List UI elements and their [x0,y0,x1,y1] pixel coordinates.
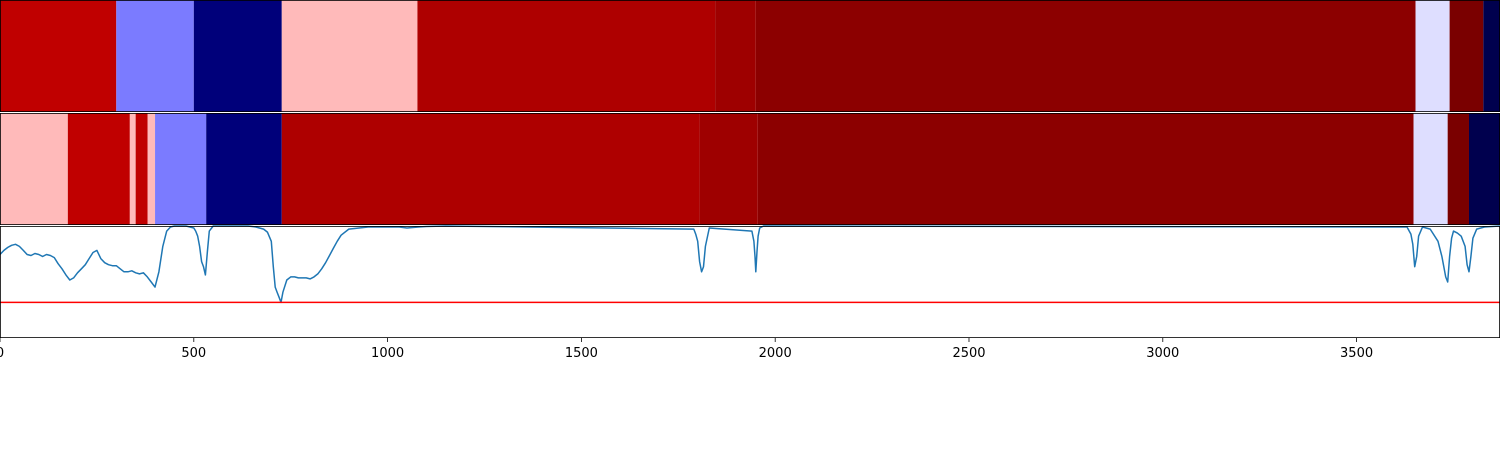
line-plot-panel [0,225,1500,338]
x-tick-label: 1500 [565,346,598,361]
x-tick-label: 2500 [952,346,985,361]
x-tick-label: 2000 [759,346,792,361]
heatmap-segment [1415,0,1450,112]
line-series-group [0,225,1500,304]
heatmap-segment [0,113,68,225]
heatmap-segment [0,0,117,112]
heatmap-segment [1468,113,1500,225]
heatmap-segment [67,113,130,225]
heatmap-segment [417,0,716,112]
heatmap-segment [147,113,156,225]
heatmap-segment [1413,113,1448,225]
signal-line [0,225,1500,304]
x-tick-label: 3500 [1340,346,1373,361]
heatmap-segment [129,113,136,225]
heatmap-segment [206,113,282,225]
heatmap-segment [715,0,756,112]
heatmap-segment [1449,0,1484,112]
heatmap-segment [1447,113,1469,225]
heatmap-segment [193,0,282,112]
x-axis: 0 500 1000 1500 2000 2500 3000 3500 [0,338,1373,361]
x-tick-label: 500 [181,346,206,361]
x-tick-label: 3000 [1146,346,1179,361]
heatmap-segment [135,113,148,225]
heatmap-segment [116,0,194,112]
line-plot-frame [0,225,1500,338]
heatmap-panel-top [0,0,1500,112]
heatmap-segment [699,113,758,225]
heatmap-segment [281,113,700,225]
heatmap-segment [155,113,207,225]
x-tick-label: 0 [0,346,4,361]
heatmap-segment [757,113,1414,225]
heatmap-segment [755,0,1416,112]
heatmap-panel-middle [0,113,1500,225]
heatmap-segment [281,0,418,112]
x-tick-label: 1000 [371,346,404,361]
heatmap-segment [1483,0,1500,112]
